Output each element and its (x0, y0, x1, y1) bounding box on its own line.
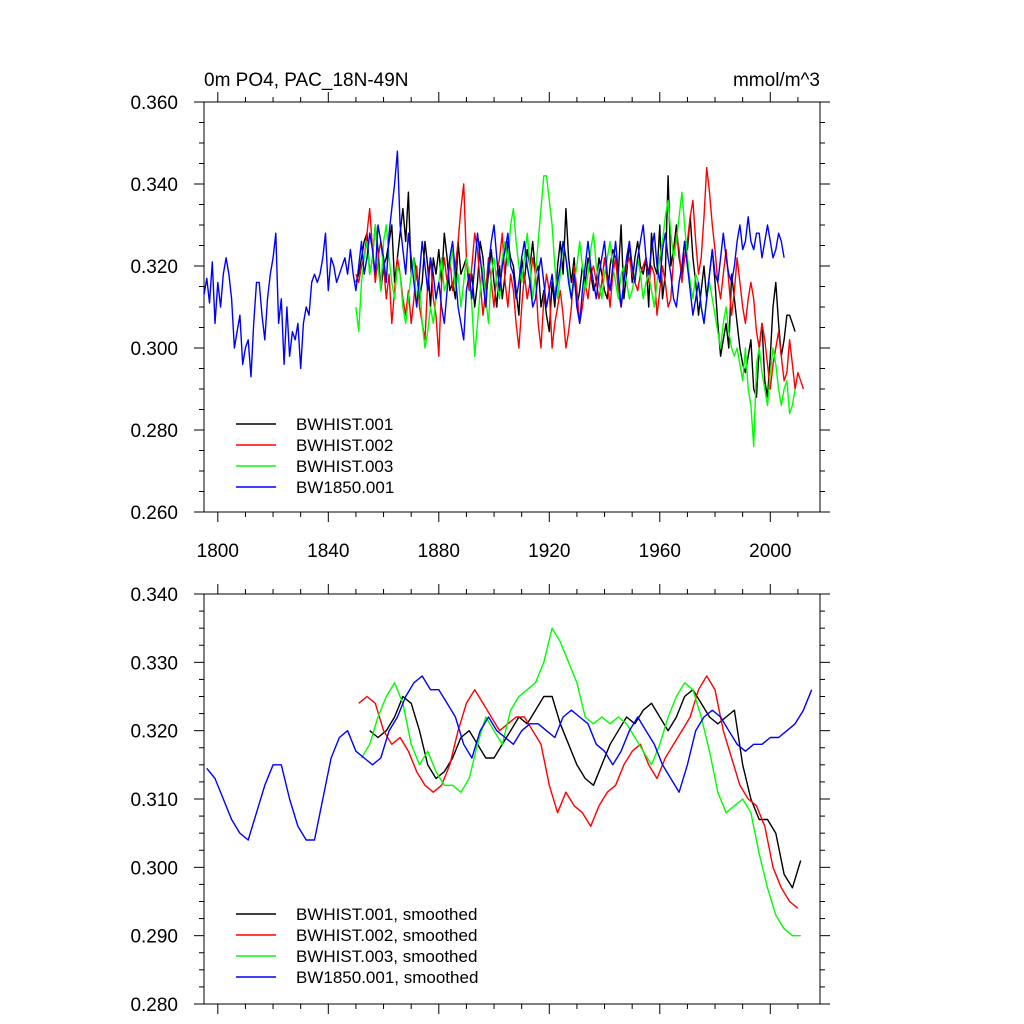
y-tick-label: 0.310 (130, 790, 178, 811)
legend-label: BW1850.001 (296, 478, 394, 497)
y-tick-label: 0.280 (130, 421, 178, 442)
series-line-4 (206, 675, 813, 841)
legend-label: BWHIST.002, smoothed (296, 926, 477, 945)
y-tick-label: 0.330 (130, 653, 178, 674)
y-tick-label: 0.340 (130, 175, 178, 196)
chart-title: 0m PO4, PAC_18N-49N (204, 70, 409, 91)
y-tick-label: 0.340 (130, 585, 178, 606)
y-tick-label: 0.300 (130, 858, 178, 879)
bottom-panel: 0.280 0.290 0.300 0.310 0.320 0.330 0.340 BWHIS… (130, 584, 830, 1016)
series-line-1 (369, 689, 802, 889)
legend-label: BWHIST.003 (296, 457, 393, 476)
units-label: mmol/m^3 (733, 70, 820, 91)
x-tick-label: 1960 (639, 541, 681, 562)
series-line-2 (358, 675, 799, 909)
y-tick-label: 0.280 (130, 995, 178, 1016)
x-tick-label: 1880 (418, 541, 460, 562)
series-line-3 (355, 175, 796, 448)
legend-label: BWHIST.001 (296, 415, 393, 434)
y-tick-label: 0.320 (130, 257, 178, 278)
series-line-3 (360, 627, 801, 937)
x-tick-label: 1920 (528, 541, 570, 562)
series-line-4 (204, 150, 785, 378)
y-tick-label: 0.320 (130, 722, 178, 743)
top-panel: 1800 1840 1880 1920 1960 2000 0.260 0.280 0.300 0… (130, 92, 830, 562)
y-tick-label: 0.360 (130, 93, 178, 114)
y-tick-label: 0.290 (130, 927, 178, 948)
x-tick-label: 1800 (197, 541, 239, 562)
legend-label: BWHIST.002 (296, 436, 393, 455)
y-tick-label: 0.300 (130, 339, 178, 360)
y-tick-label: 0.260 (130, 503, 178, 524)
legend-label: BW1850.001, smoothed (296, 968, 478, 987)
x-tick-label: 2000 (749, 541, 791, 562)
x-tick-label: 1840 (307, 541, 349, 562)
legend-label: BWHIST.001, smoothed (296, 905, 477, 924)
legend-label: BWHIST.003, smoothed (296, 947, 477, 966)
